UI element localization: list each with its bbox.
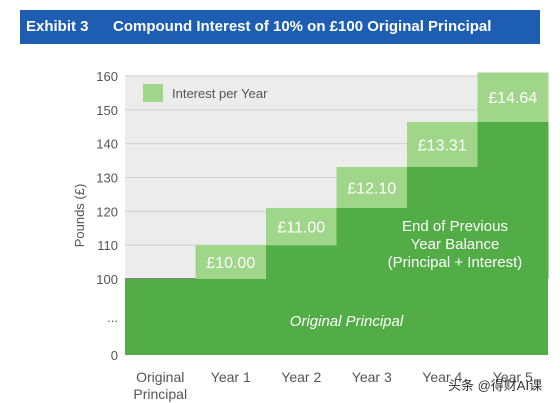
exhibit-title: Compound Interest of 10% on £100 Origina… — [113, 18, 492, 35]
category-label: Year 4 — [422, 369, 462, 385]
balance-bar — [266, 245, 337, 279]
y-tick-label: 130 — [96, 171, 118, 186]
category-label: Year 2 — [281, 369, 321, 385]
exhibit-number: Exhibit 3 — [26, 18, 89, 35]
balance-annotation-line: End of Previous — [402, 218, 508, 235]
interest-data-label: £12.10 — [347, 180, 396, 197]
y-tick-label: 160 — [96, 69, 118, 84]
category-label: Year 3 — [352, 369, 392, 385]
interest-data-label: £11.00 — [277, 220, 325, 237]
interest-bar — [195, 245, 267, 279]
y-tick-label: 0 — [111, 348, 118, 363]
category-label-line: Year 5 — [493, 369, 533, 385]
interest-bar — [407, 121, 478, 168]
bars — [125, 72, 549, 355]
balance-bar — [477, 121, 549, 280]
balance-bar — [336, 207, 408, 279]
category-label: Year 5 — [493, 369, 533, 385]
y-axis-label: Pounds (£) — [72, 184, 87, 248]
y-tick-label: 120 — [96, 204, 118, 219]
y-tick-label: 110 — [97, 238, 118, 253]
category-label: Original Principal — [133, 369, 187, 402]
category-label: Year 1 — [211, 369, 251, 385]
balance-bar — [407, 167, 478, 279]
category-label-line: Year 2 — [281, 369, 321, 385]
category-label-line: Principal — [133, 386, 187, 402]
watermark: 头条 @得财AI课 — [448, 378, 542, 393]
interest-data-label: £13.31 — [418, 137, 467, 154]
category-label-line: Year 1 — [211, 369, 251, 385]
balance-annotation-line: (Principal + Interest) — [388, 254, 523, 271]
principal-bar — [125, 279, 548, 355]
interest-data-label: £14.64 — [488, 90, 537, 107]
data-labels: £10.00 £11.00 £12.10 £13.31 £14.64 — [206, 90, 537, 272]
legend-label: Interest per Year — [172, 86, 268, 101]
y-tick-label: 140 — [96, 137, 118, 152]
interest-bar — [266, 207, 337, 246]
y-tick-label: ... — [107, 310, 118, 325]
balance-annotation-line: Year Balance — [411, 236, 500, 253]
legend: Interest per Year — [143, 84, 268, 102]
y-tick-label: 100 — [96, 272, 118, 287]
interest-data-label: £10.00 — [206, 255, 255, 272]
y-tick-label: 150 — [96, 103, 118, 118]
interest-bar — [477, 72, 549, 122]
category-label-line: Original — [136, 369, 184, 385]
y-axis-ticks: 0... 100 110 120 130 140 150 160 — [96, 69, 118, 363]
principal-annotation: Original Principal — [290, 313, 404, 330]
category-label-line: Year 4 — [422, 369, 462, 385]
legend-swatch — [143, 84, 163, 102]
exhibit-header: Exhibit 3 Compound Interest of 10% on £1… — [20, 10, 540, 44]
category-labels: Original Principal Year 1 Year 2 Year 3 Year … — [133, 369, 533, 402]
balance-annotation: End of Previous Year Balance (Principal + … — [388, 218, 523, 271]
category-label-line: Year 3 — [352, 369, 392, 385]
interest-bar — [336, 167, 408, 208]
